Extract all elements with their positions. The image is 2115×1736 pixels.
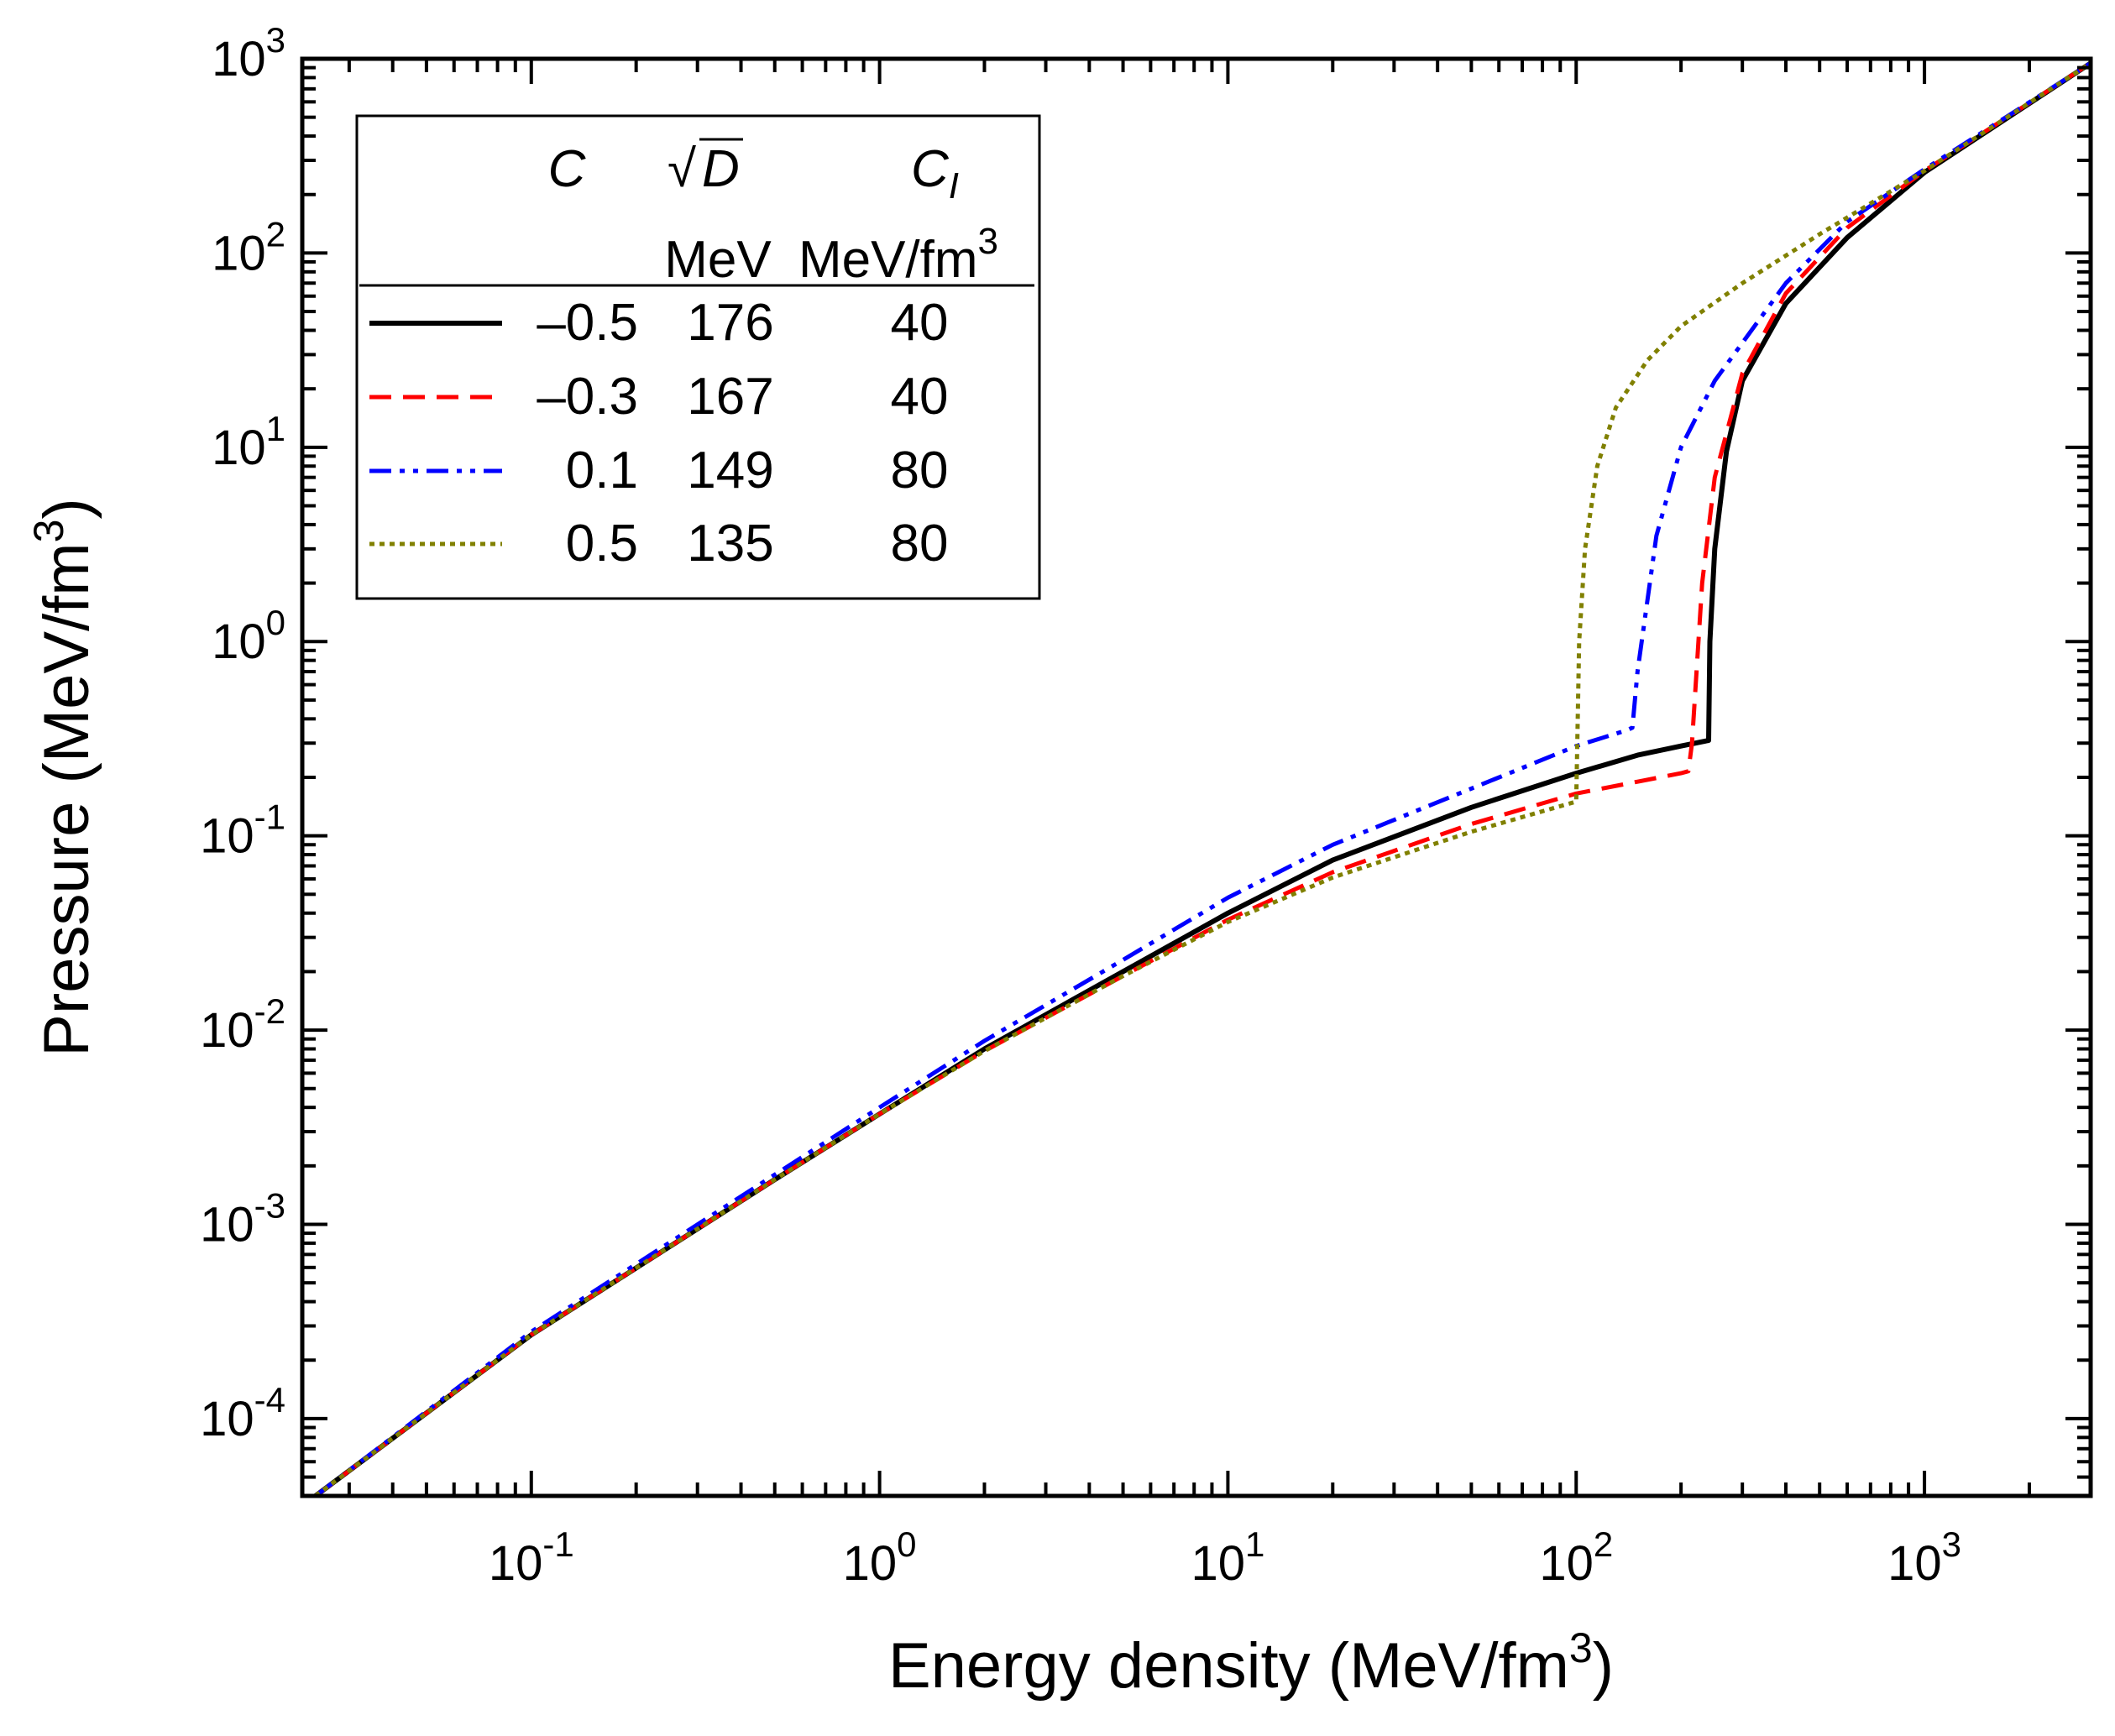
legend-unit-mev-fm3: MeV/fm3 xyxy=(798,221,998,289)
svg-text:√: √ xyxy=(667,140,696,198)
series-line-2 xyxy=(314,61,2092,1498)
x-tick-label: 101 xyxy=(1191,1524,1264,1591)
legend-sqrt-d-value: 149 xyxy=(687,442,773,499)
y-tick-label: 103 xyxy=(212,20,285,86)
y-tick-label: 100 xyxy=(212,603,285,669)
legend-c-value: –0.3 xyxy=(537,368,638,426)
x-tick-label: 10-1 xyxy=(489,1524,574,1591)
legend-header-sqrt-d: √ D xyxy=(667,138,743,198)
legend-c-value: 0.1 xyxy=(566,442,638,499)
legend-c-value: –0.5 xyxy=(537,294,638,352)
series-line-1 xyxy=(314,61,2092,1498)
y-tick-label: 101 xyxy=(212,409,285,475)
legend-sqrt-d-value: 176 xyxy=(687,294,773,352)
legend-row: –0.3 167 40 xyxy=(369,368,948,426)
x-tick-label: 103 xyxy=(1887,1524,1961,1591)
x-tick-label: 100 xyxy=(843,1524,917,1591)
y-tick-label: 102 xyxy=(212,214,285,280)
legend-cl-value: 40 xyxy=(891,294,949,352)
legend-header-cl: CI xyxy=(911,140,959,207)
legend-frame xyxy=(355,114,1041,600)
legend-sqrt-d-value: 135 xyxy=(687,515,773,573)
y-tick-label: 10-4 xyxy=(200,1380,285,1446)
y-axis-title: Pressure (MeV/fm3) xyxy=(25,498,102,1056)
legend-row: 0.1 149 80 xyxy=(369,442,948,499)
legend-unit-mev: MeV xyxy=(664,231,772,289)
legend-cl-value: 40 xyxy=(891,368,949,426)
y-tick-label: 10-1 xyxy=(200,797,285,864)
legend-c-value: 0.5 xyxy=(566,515,638,573)
x-tick-label: 102 xyxy=(1539,1524,1613,1591)
legend-cl-value: 80 xyxy=(891,442,949,499)
x-axis-title: Energy density (MeV/fm3) xyxy=(888,1624,1614,1702)
legend-header-c: C xyxy=(548,140,587,198)
legend-sqrt-d-value: 167 xyxy=(687,368,773,426)
y-tick-label: 10-3 xyxy=(200,1185,285,1252)
y-tick-label: 10-2 xyxy=(200,991,285,1058)
legend: C √ D CI MeV MeV/fm3 –0.5 176 40 –0.3 167 40 0… xyxy=(355,114,1041,600)
legend-row: 0.5 135 80 xyxy=(369,515,948,573)
legend-cl-value: 80 xyxy=(891,515,949,573)
legend-row: –0.5 176 40 xyxy=(369,294,948,352)
svg-text:D: D xyxy=(702,140,740,198)
